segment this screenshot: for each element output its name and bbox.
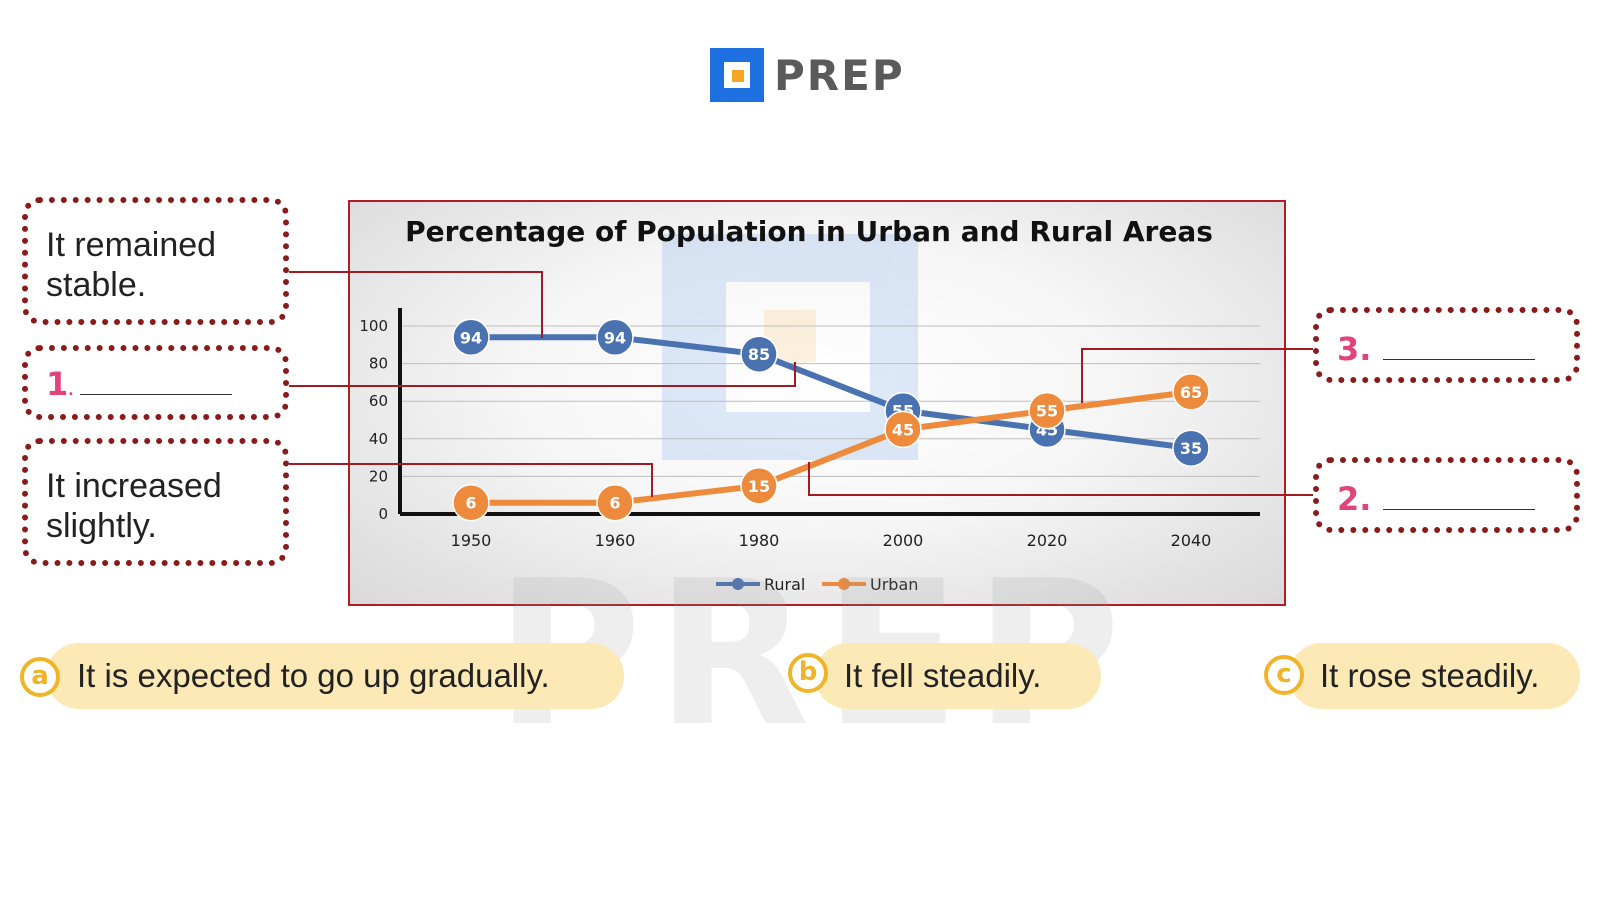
line-chart-frame: Percentage of Population in Urban and Ru… [348, 200, 1286, 606]
option-c-text[interactable]: It rose steadily. [1320, 657, 1540, 694]
data-point-urban [884, 410, 922, 449]
blank-line[interactable] [1383, 358, 1536, 360]
data-label: 94 [460, 328, 482, 347]
line-chart: Percentage of Population in Urban and Ru… [359, 215, 1260, 594]
option-a-pill[interactable] [46, 643, 624, 709]
blank-line[interactable] [79, 393, 232, 395]
prep-logo: PREP [710, 48, 905, 102]
legend-marker-rural [732, 578, 744, 590]
legend-label: Rural [764, 575, 805, 594]
blank-answer-box-1[interactable]: 1 . [22, 345, 289, 420]
x-tick-label: 2000 [883, 531, 924, 550]
x-tick-label: 2040 [1171, 531, 1212, 550]
x-tick-label: 1950 [451, 531, 492, 550]
data-point-urban [1028, 391, 1066, 430]
data-label: 94 [604, 328, 626, 347]
option-b-letter-icon[interactable]: b [788, 653, 828, 693]
x-tick-label: 2020 [1027, 531, 1068, 550]
data-label: 45 [892, 420, 914, 439]
option-a-text[interactable]: It is expected to go up gradually. [77, 657, 550, 694]
option-b-text[interactable]: It fell steadily. [844, 657, 1042, 694]
option-b-pill[interactable] [815, 643, 1101, 709]
blank-number-suffix: . [68, 383, 74, 399]
blank-answer-box-2[interactable]: 2. [1313, 457, 1580, 533]
description-box-increased-slightly: It increased slightly. [22, 438, 289, 566]
x-tick-label: 1980 [739, 531, 780, 550]
blank-line[interactable] [1383, 508, 1536, 510]
legend-marker-urban [838, 578, 850, 590]
y-tick-label: 80 [369, 355, 388, 373]
description-text-line: It increased [46, 467, 222, 505]
series-line-urban [471, 388, 1192, 506]
y-tick-label: 0 [378, 505, 388, 523]
chart-background-logo-icon [662, 234, 918, 460]
prep-logo-text: PREP [774, 50, 905, 100]
blank-number: 2. [1337, 480, 1372, 518]
chart-title: Percentage of Population in Urban and Ru… [405, 215, 1213, 248]
option-a-letter-icon[interactable]: a [20, 657, 60, 697]
option-c-letter-icon[interactable]: c [1264, 655, 1304, 695]
data-label: 35 [1180, 439, 1202, 458]
description-text-line: slightly. [46, 507, 157, 545]
y-tick-label: 40 [369, 430, 388, 448]
prep-logo-icon [710, 48, 764, 102]
blank-number: 3. [1337, 330, 1372, 368]
legend-label: Urban [870, 575, 918, 594]
data-label: 15 [748, 477, 770, 496]
y-tick-label: 60 [369, 392, 388, 410]
data-point-rural [596, 318, 634, 357]
series-line-rural [471, 334, 1192, 452]
y-tick-label: 20 [369, 467, 388, 485]
blank-answer-box-3[interactable]: 3. [1313, 307, 1580, 383]
data-label: 85 [748, 345, 770, 364]
data-label: 6 [609, 494, 620, 513]
option-c-pill[interactable] [1289, 643, 1580, 709]
description-text-line: stable. [46, 266, 147, 304]
y-tick-label: 100 [359, 317, 388, 335]
description-box-remained-stable: It remained stable. [22, 197, 289, 325]
x-tick-label: 1960 [595, 531, 636, 550]
data-label: 65 [1180, 383, 1202, 402]
description-text-line: It remained [46, 226, 217, 264]
data-point-urban [740, 467, 778, 505]
data-label: 6 [465, 494, 476, 513]
data-label: 55 [1036, 402, 1058, 421]
blank-number: 1 [46, 365, 69, 403]
